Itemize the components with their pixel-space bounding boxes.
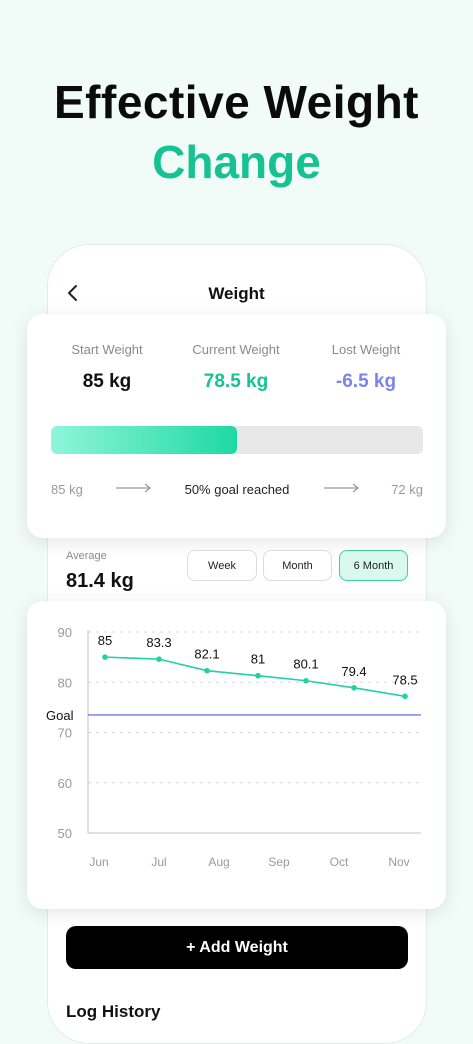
data-point: [402, 693, 408, 700]
goal-progress-bar: [51, 426, 423, 454]
x-tick-label: Oct: [330, 855, 349, 869]
goal-progress-row: 85 kg 50% goal reached 72 kg: [51, 480, 423, 500]
data-point: [102, 654, 108, 660]
x-tick-label: Aug: [208, 855, 229, 869]
lost-weight-label: Lost Weight: [331, 342, 401, 357]
tab-week[interactable]: Week: [187, 550, 257, 581]
weight-summary-card: Start Weight 85 kg Current Weight 78.5 k…: [27, 314, 446, 538]
goal-label: Goal: [46, 708, 74, 723]
weight-chart-card: 90 80 70 60 50 Jun Jul Aug Sep Oct Nov Goal 85 83.3 82…: [27, 601, 446, 909]
tab-month[interactable]: Month: [263, 550, 332, 581]
add-weight-button[interactable]: + Add Weight: [66, 926, 408, 969]
log-history-title: Log History: [66, 1002, 161, 1021]
data-point: [156, 656, 162, 662]
data-point: [204, 667, 210, 674]
data-label: 79.4: [341, 664, 366, 679]
weight-line-chart: 90 80 70 60 50 Jun Jul Aug Sep Oct Nov Goal 85 83.3 82…: [46, 625, 421, 869]
start-weight-stat: Start Weight 85 kg: [42, 342, 172, 393]
current-weight-value: 78.5 kg: [203, 371, 269, 392]
x-tick-label: Nov: [388, 855, 409, 869]
y-tick-label: 80: [58, 675, 72, 690]
x-tick-label: Sep: [268, 855, 290, 869]
range-end-value: 72 kg: [391, 482, 423, 497]
data-label: 83.3: [146, 635, 171, 650]
y-tick-label: 90: [58, 625, 72, 640]
x-tick-label: Jun: [89, 855, 108, 869]
current-weight-stat: Current Weight 78.5 kg: [171, 342, 301, 393]
goal-reached-text: 50% goal reached: [184, 482, 290, 497]
data-label: 82.1: [194, 647, 219, 662]
tab-6-month[interactable]: 6 Month: [339, 550, 408, 581]
arrow-right-icon: [323, 481, 361, 498]
x-tick-label: Jul: [151, 855, 166, 869]
y-tick-label: 70: [58, 726, 72, 741]
tab-month-label: Month: [282, 559, 313, 572]
data-point: [351, 684, 357, 691]
add-weight-label: + Add Weight: [186, 938, 288, 956]
lost-weight-stat: Lost Weight -6.5 kg: [301, 342, 431, 393]
start-weight-value: 85 kg: [82, 371, 132, 392]
tab-6-month-label: 6 Month: [353, 559, 394, 572]
data-point: [303, 677, 309, 684]
tab-week-label: Week: [208, 559, 236, 572]
page-title: Weight: [208, 284, 265, 303]
y-tick-label: 60: [58, 776, 72, 791]
average-value: 81.4 kg: [66, 570, 134, 592]
data-label: 81: [251, 652, 265, 667]
average-label: Average: [66, 550, 107, 562]
y-tick-label: 50: [58, 826, 72, 841]
data-label: 80.1: [293, 657, 318, 672]
back-arrow-icon[interactable]: [62, 282, 84, 304]
range-start-value: 85 kg: [51, 482, 83, 497]
start-weight-label: Start Weight: [71, 342, 143, 357]
data-label: 85: [98, 633, 112, 648]
data-label: 78.5: [392, 672, 417, 687]
goal-progress-fill: [51, 426, 237, 454]
hero-title-line1: Effective Weight: [54, 76, 419, 128]
lost-weight-value: -6.5 kg: [335, 371, 397, 392]
hero-heading: Effective Weight Change: [0, 72, 473, 192]
arrow-right-icon: [115, 481, 153, 498]
hero-title-line2: Change: [152, 136, 321, 188]
current-weight-label: Current Weight: [192, 342, 280, 357]
data-point: [255, 672, 261, 679]
